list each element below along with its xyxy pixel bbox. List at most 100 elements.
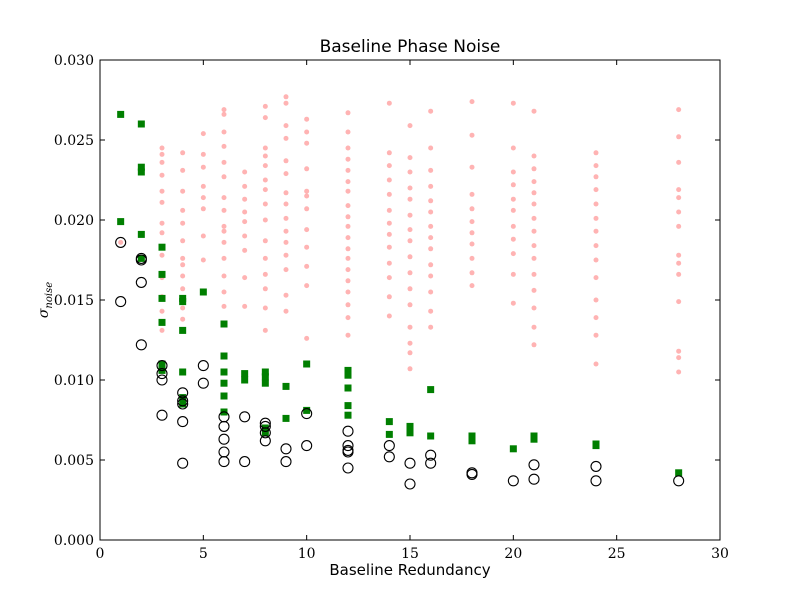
data-point-small-dot (386, 244, 392, 250)
data-point-small-dot (593, 275, 599, 281)
data-point-open-circle (115, 296, 127, 308)
data-point-small-dot (221, 228, 227, 234)
data-point-small-dot (407, 169, 413, 175)
x-tick-label: 15 (401, 546, 419, 562)
data-point-small-dot (221, 223, 227, 229)
data-point-small-dot (469, 219, 475, 225)
data-point-open-circle (197, 377, 209, 389)
data-point-green-square (241, 370, 249, 378)
data-point-small-dot (676, 252, 682, 258)
data-point-small-dot (531, 243, 537, 249)
data-point-small-dot (180, 286, 186, 292)
data-point-small-dot (386, 163, 392, 169)
data-point-small-dot (676, 107, 682, 113)
data-point-small-dot (428, 273, 434, 279)
data-point-small-dot (386, 260, 392, 266)
data-point-green-square (199, 288, 207, 296)
data-point-small-dot (676, 260, 682, 266)
data-point-open-circle (342, 425, 354, 437)
data-point-small-dot (676, 187, 682, 193)
data-point-green-square (530, 435, 538, 443)
data-point-small-dot (676, 355, 682, 361)
data-point-small-dot (221, 107, 227, 113)
data-point-green-square (179, 400, 187, 408)
data-point-small-dot (283, 239, 289, 245)
data-point-small-dot (676, 348, 682, 354)
data-point-small-dot (676, 299, 682, 305)
data-point-small-dot (469, 283, 475, 289)
data-point-green-square (179, 326, 187, 334)
data-point-small-dot (531, 287, 537, 293)
data-point-small-dot (304, 206, 310, 212)
data-point-small-dot (428, 198, 434, 204)
data-point-small-dot (180, 207, 186, 213)
data-point-small-dot (221, 195, 227, 201)
data-point-small-dot (531, 201, 537, 207)
data-point-small-dot (428, 183, 434, 189)
data-point-small-dot (180, 273, 186, 279)
data-point-open-circle (301, 440, 313, 452)
data-point-small-dot (676, 159, 682, 165)
data-point-open-circle (404, 478, 416, 490)
data-point-small-dot (262, 217, 268, 223)
data-point-small-dot (262, 255, 268, 261)
data-point-small-dot (593, 228, 599, 234)
data-point-green-square (675, 469, 683, 477)
data-point-green-square (468, 437, 476, 445)
data-point-open-circle (342, 446, 354, 458)
data-point-green-square (385, 430, 393, 438)
data-point-small-dot (469, 132, 475, 138)
data-point-green-square (117, 218, 125, 226)
data-point-small-dot (345, 235, 351, 241)
data-point-small-dot (510, 182, 516, 188)
data-point-small-dot (159, 172, 165, 178)
data-point-open-circle (177, 416, 189, 428)
data-point-open-circle (156, 409, 168, 421)
data-point-small-dot (531, 271, 537, 277)
data-point-open-circle (404, 457, 416, 469)
data-point-small-dot (200, 164, 206, 170)
data-point-small-dot (283, 252, 289, 258)
y-axis-label-subscript: noise (44, 282, 55, 309)
data-point-small-dot (531, 324, 537, 330)
data-point-small-dot (407, 238, 413, 244)
data-point-small-dot (531, 153, 537, 159)
data-point-small-dot (386, 294, 392, 300)
data-point-green-square (137, 163, 145, 171)
data-point-open-circle (301, 408, 313, 420)
data-point-open-circle (177, 457, 189, 469)
data-point-small-dot (159, 230, 165, 236)
data-point-small-dot (159, 145, 165, 151)
data-point-small-dot (180, 220, 186, 226)
data-point-small-dot (304, 116, 310, 122)
data-point-open-circle (135, 254, 147, 266)
data-point-open-circle (590, 460, 602, 472)
data-point-open-circle (135, 339, 147, 351)
data-point-small-dot (242, 219, 248, 225)
data-point-small-dot (593, 332, 599, 338)
data-point-small-dot (221, 143, 227, 149)
data-point-small-dot (593, 174, 599, 180)
data-point-small-dot (531, 228, 537, 234)
data-point-small-dot (262, 187, 268, 193)
data-point-small-dot (593, 361, 599, 367)
data-point-green-square (158, 318, 166, 326)
data-point-small-dot (221, 129, 227, 135)
data-point-small-dot (304, 193, 310, 199)
data-point-small-dot (386, 191, 392, 197)
data-point-small-dot (407, 227, 413, 233)
data-point-open-circle (425, 457, 437, 469)
data-point-small-dot (118, 239, 124, 245)
data-point-small-dot (345, 223, 351, 229)
data-point-small-dot (510, 223, 516, 229)
data-point-open-circle (280, 443, 292, 455)
data-point-small-dot (428, 235, 434, 241)
data-point-small-dot (304, 140, 310, 146)
x-tick-label: 0 (96, 546, 105, 562)
y-tick-label: 0.000 (54, 533, 94, 549)
data-point-green-square (158, 243, 166, 251)
data-point-green-square (261, 379, 269, 387)
data-point-small-dot (531, 342, 537, 348)
data-point-small-dot (262, 305, 268, 311)
data-point-green-square (220, 352, 228, 360)
